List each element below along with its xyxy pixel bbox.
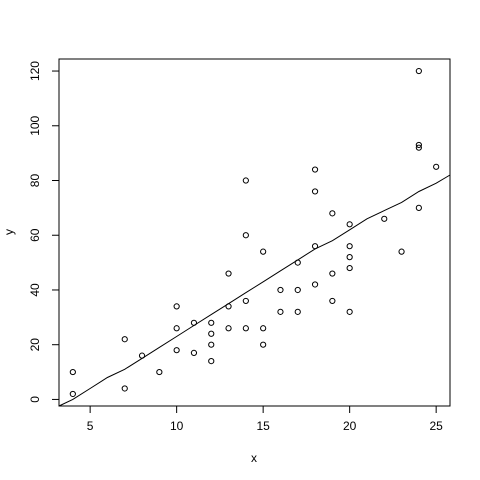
fit-line [58, 174, 451, 407]
y-tick-label: 120 [28, 61, 42, 81]
data-point [329, 297, 336, 305]
data-point [242, 297, 249, 305]
data-point [294, 259, 301, 266]
data-point [208, 358, 215, 365]
x-axis-label: x [251, 451, 257, 465]
data-point [381, 215, 388, 222]
data-point [208, 319, 215, 326]
data-point [173, 347, 180, 354]
data-point [433, 163, 440, 170]
data-point [415, 144, 422, 151]
data-point [329, 210, 336, 217]
data-point [173, 325, 180, 332]
data-point [260, 325, 267, 332]
data-point [346, 243, 353, 250]
data-point [346, 264, 353, 272]
data-point [208, 341, 215, 348]
data-point [190, 319, 198, 326]
data-point [121, 336, 128, 343]
data-point [225, 325, 232, 332]
data-point [311, 243, 319, 250]
data-point [208, 330, 215, 337]
x-axis: 5 10 15 20 25 [87, 406, 443, 433]
x-tick-label: 20 [343, 419, 357, 433]
x-tick-label: 10 [170, 419, 184, 433]
data-point [415, 204, 422, 211]
data-point [225, 270, 232, 277]
data-point [346, 308, 353, 315]
data-point [190, 349, 198, 357]
data-point [225, 303, 232, 310]
data-point [311, 188, 319, 195]
data-point [294, 286, 301, 294]
data-point [346, 221, 353, 228]
data-point [329, 270, 336, 277]
data-point [121, 385, 128, 392]
data-point [294, 308, 301, 315]
data-point [138, 352, 146, 359]
x-tick-label: 15 [256, 419, 270, 433]
data-point [277, 286, 284, 294]
data-point [242, 325, 249, 332]
y-tick-label: 20 [28, 338, 42, 352]
x-tick-label: 5 [87, 419, 94, 433]
data-point [398, 248, 405, 255]
y-tick-label: 100 [28, 115, 42, 135]
plot-frame [58, 58, 451, 407]
y-axis-label: y [2, 229, 16, 235]
data-point [311, 281, 319, 288]
data-point [69, 390, 76, 398]
data-point [311, 166, 319, 173]
data-point [346, 254, 353, 261]
data-point [415, 141, 422, 149]
data-point [277, 308, 284, 315]
data-point [69, 368, 76, 376]
data-point [415, 67, 422, 75]
data-points [69, 67, 440, 398]
y-tick-label: 80 [28, 174, 42, 188]
y-axis: 0 20 40 60 80 100 120 [28, 61, 59, 403]
data-point [260, 341, 267, 348]
y-tick-label: 0 [28, 396, 42, 403]
x-tick-label: 25 [429, 419, 443, 433]
y-tick-label: 40 [28, 283, 42, 297]
y-tick-label: 60 [28, 228, 42, 242]
data-point [156, 368, 163, 376]
data-point [260, 248, 267, 255]
data-point [242, 232, 249, 239]
data-point [173, 303, 180, 310]
data-point [242, 177, 249, 184]
